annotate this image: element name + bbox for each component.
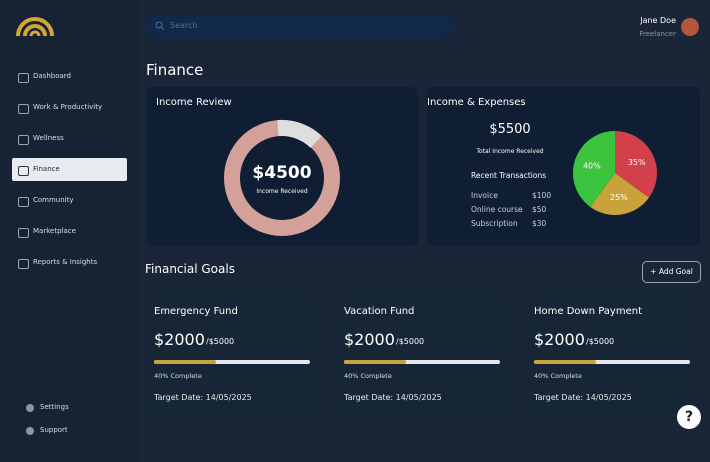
progress-fill <box>344 360 407 364</box>
progress-label: 40% Complete <box>534 372 582 380</box>
goal-card <box>526 289 700 420</box>
goal-amount: $2000 <box>154 330 205 349</box>
nav-item[interactable]: Support <box>40 426 68 434</box>
help-button[interactable]: ? <box>677 405 701 429</box>
nav-item[interactable]: Dashboard <box>33 72 71 80</box>
page-title: Finance <box>146 61 204 79</box>
card-title: Income Review <box>156 97 232 108</box>
goal-target: /$5000 <box>586 337 615 346</box>
income-caption: Income Received <box>256 188 308 195</box>
sidebar <box>0 0 138 462</box>
transaction-label: Invoice <box>471 191 498 200</box>
progress-label: 40% Complete <box>344 372 392 380</box>
nav-active-bg <box>12 158 127 181</box>
button-label: Add Goal <box>658 267 693 276</box>
goal-card <box>336 289 510 420</box>
plus-icon: + <box>650 267 659 276</box>
goal-date: Target Date: 14/05/2025 <box>154 393 252 402</box>
nav-item[interactable]: Community <box>33 196 74 204</box>
transactions-title: Recent Transactions <box>471 171 547 180</box>
progress-track <box>154 360 310 364</box>
search-bar[interactable] <box>145 15 455 38</box>
nav-icon <box>18 104 29 114</box>
nav-item[interactable]: Finance <box>33 165 60 173</box>
goal-title: Home Down Payment <box>534 306 643 317</box>
goal-date: Target Date: 14/05/2025 <box>344 393 442 402</box>
goal-card <box>146 289 320 420</box>
nav-item[interactable]: Settings <box>40 403 69 411</box>
goal-target: /$5000 <box>206 337 235 346</box>
search-placeholder: Search <box>170 21 198 30</box>
progress-fill <box>534 360 597 364</box>
goal-title: Emergency Fund <box>154 306 238 317</box>
transaction-label: Online course <box>471 205 523 214</box>
nav-icon <box>26 427 34 435</box>
donut <box>224 119 340 236</box>
add-goal-button[interactable]: + Add Goal <box>642 261 701 283</box>
goal-target: /$5000 <box>396 337 425 346</box>
pie-label: 35% <box>628 158 646 167</box>
search-icon <box>155 21 165 31</box>
section-title: Financial Goals <box>145 262 235 276</box>
user-role: Freelancer <box>639 30 676 38</box>
card-title: Income & Expenses <box>427 97 526 108</box>
goal-amount: $2000 <box>344 330 395 349</box>
nav-icon <box>26 404 34 412</box>
nav-item[interactable]: Wellness <box>33 134 64 142</box>
nav-icon <box>18 197 29 207</box>
income-amount: $4500 <box>252 163 312 183</box>
progress-track <box>534 360 690 364</box>
nav-icon <box>18 73 29 83</box>
transaction-amount: $30 <box>532 219 547 228</box>
pie-slice <box>615 131 657 198</box>
nav-icon <box>18 166 29 176</box>
nav-item[interactable]: Marketplace <box>33 227 76 235</box>
pie-slice <box>590 173 649 215</box>
total-caption: Total Income Received <box>476 148 544 155</box>
pie-label: 25% <box>610 193 628 202</box>
progress-fill <box>154 360 217 364</box>
transaction-label: Subscription <box>471 219 518 228</box>
logo <box>16 17 54 37</box>
total-amount: $5500 <box>489 122 531 137</box>
goal-amount: $2000 <box>534 330 585 349</box>
transaction-amount: $100 <box>532 191 552 200</box>
nav-icon <box>18 228 29 238</box>
income-review-card <box>146 87 418 246</box>
nav-icon <box>18 259 29 269</box>
pie-slice <box>573 131 615 207</box>
user-name: Jane Doe <box>640 16 676 25</box>
goal-date: Target Date: 14/05/2025 <box>534 393 632 402</box>
transaction-amount: $50 <box>532 205 547 214</box>
goal-title: Vacation Fund <box>344 306 415 317</box>
pie-chart: 35% 25% 40% <box>573 131 657 215</box>
nav-item[interactable]: Reports & Insights <box>33 258 98 266</box>
nav-item[interactable]: Work & Productivity <box>33 103 103 111</box>
progress-label: 40% Complete <box>154 372 202 380</box>
nav-icon <box>18 135 29 145</box>
pie-label: 40% <box>583 161 601 170</box>
avatar[interactable] <box>681 18 699 36</box>
progress-track <box>344 360 500 364</box>
